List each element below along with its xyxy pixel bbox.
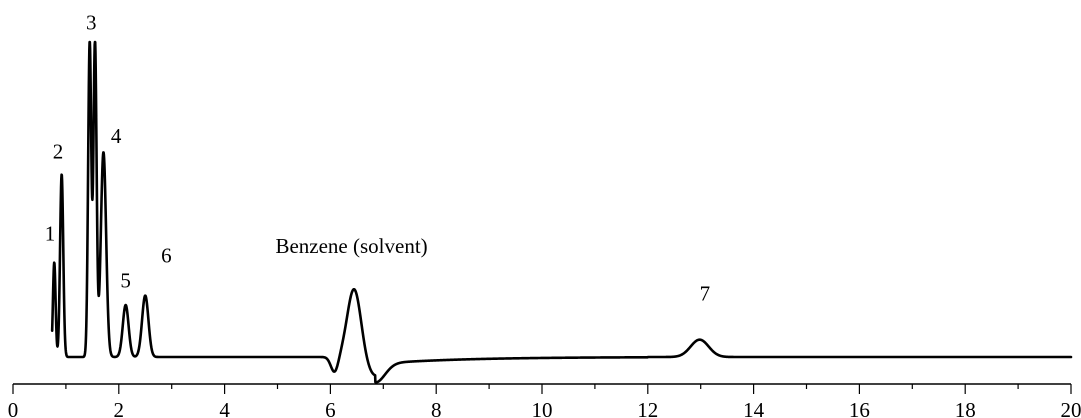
x-tick-label: 6	[325, 398, 336, 418]
peak-label: 4	[111, 124, 122, 148]
peak-labels: 1 2 3 4 5 6 Benzene (solvent) 7	[45, 10, 710, 305]
x-tick-label: 18	[955, 398, 976, 418]
x-tick-label: 16	[849, 398, 870, 418]
peak-label: 3	[86, 10, 97, 34]
peak-label: 1	[45, 221, 56, 245]
x-tick-label: 0	[8, 398, 19, 418]
peak-label: 2	[53, 140, 64, 164]
peak-label: 5	[120, 269, 131, 293]
peak-label: Benzene (solvent)	[275, 234, 427, 258]
x-tick-label: 12	[637, 398, 658, 418]
x-tick-label: 2	[114, 398, 125, 418]
x-axis-ticks: 0 2 4 6 8 10 12 14 16 18 20	[8, 384, 1081, 418]
peak-label: 7	[700, 281, 711, 305]
x-tick-label: 20	[1061, 398, 1081, 418]
x-tick-label: 8	[431, 398, 442, 418]
x-tick-label: 4	[219, 398, 230, 418]
chromatogram-trace	[50, 40, 1073, 384]
x-tick-label: 10	[532, 398, 553, 418]
x-tick-label: 14	[743, 398, 765, 418]
peak-label: 6	[161, 244, 172, 268]
